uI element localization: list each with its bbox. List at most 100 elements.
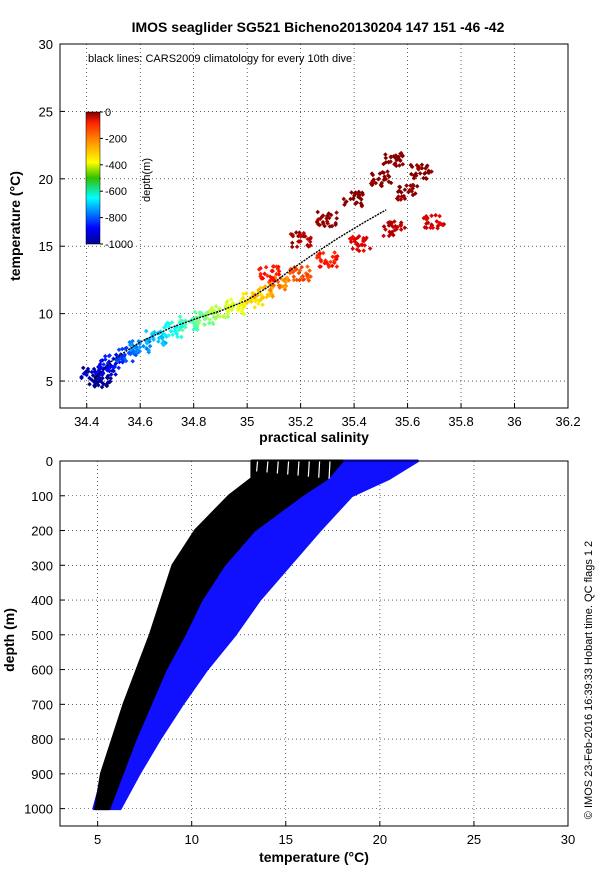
ts-observation-point [221,314,226,319]
profile-ytick-label: 0 [46,454,53,469]
ts-observation-point [402,225,408,230]
ts-observation-point [87,381,92,387]
ts-observation-point [299,264,304,270]
ts-ytick-label: 30 [39,37,53,52]
ts-observation-point [228,297,234,302]
ts-observation-point [290,240,295,246]
ts-observation-point [424,217,429,222]
profile-surface-line [307,460,310,477]
ts-ytick-label: 20 [39,172,53,187]
ts-observation-point [166,324,172,330]
ts-climatology-line [91,209,387,382]
ts-observation-point [113,372,118,377]
profile-ytick-label: 1000 [24,802,53,817]
profile-marks [92,459,419,811]
ts-observation-point [369,171,375,176]
ts-observation-point [379,180,385,186]
ts-observation-point [298,234,303,239]
ts-observation-point [416,164,422,170]
ts-observation-point [329,263,335,269]
ts-observation-point [179,334,184,340]
profile-ytick-label: 300 [31,558,53,573]
profile-xtick-label: 25 [467,832,481,847]
ts-observation-point [377,171,383,176]
colorbar-tick-label: -600 [105,186,127,198]
ts-xtick-label: 34.4 [74,414,99,429]
ts-observation-point [307,268,312,273]
ts-observation-point [348,239,354,245]
ts-observation-point [80,365,86,371]
ts-observation-point [294,277,300,283]
colorbar-tick-label: 0 [105,107,111,119]
ts-observation-point [350,246,355,251]
profile-ytick-label: 500 [31,628,53,643]
ts-observation-point [325,221,330,226]
ts-observation-point [424,176,429,181]
ts-observation-point [194,322,199,328]
ts-observation-point [119,346,125,352]
ts-observation-point [422,225,428,230]
ts-axes-frame [59,43,569,409]
profile-surface-line [287,460,290,475]
ts-observation-point [260,295,265,300]
ts-observation-point [328,259,333,265]
ts-xtick-label: 35.6 [395,414,420,429]
ts-observation-point [361,248,366,253]
ts-observation-point [276,264,281,270]
ts-observation-point [305,264,310,269]
profile-ytick-label: 100 [31,489,53,504]
ts-observation-point [341,196,347,202]
ts-observation-point [291,274,297,279]
ts-observation-point [89,369,95,375]
ts-observation-point [213,304,219,309]
ts-observation-point [281,277,286,283]
ts-observation-point [177,314,183,320]
profile-ytick-label: 900 [31,767,53,782]
ts-observation-point [402,187,408,193]
profile-climatology-envelope [94,459,344,811]
ts-observation-point [423,213,429,219]
ts-xtick-label: 35.8 [448,414,473,429]
colorbar-ticks: 0 -200 -400 -600 -800 -1000 [100,107,133,251]
profile-ytick-label: 600 [31,663,53,678]
ts-observation-point [389,154,394,160]
profile-surface-line [266,460,269,473]
ts-observation-point [332,258,337,263]
ts-observation-point [172,328,178,333]
profile-ytick-label: 200 [31,524,53,539]
ts-observation-point [206,320,212,326]
ts-observation-point [367,246,373,251]
ts-observation-point [190,320,196,325]
ts-observation-point [376,176,382,182]
ts-observation-point [271,264,277,269]
ts-observation-point [332,250,337,255]
ts-observation-point [175,334,180,340]
ts-observation-point [256,267,262,272]
ts-observation-point [180,327,185,333]
profile-surface-line [328,460,331,479]
profile-ylabel: depth (m) [1,608,17,672]
ts-observation-point [293,230,299,235]
ts-observation-point [314,220,320,225]
profile-xtick-label: 15 [279,832,293,847]
ts-observation-point [334,210,339,215]
ts-observation-point [244,291,249,296]
ts-observation-point [266,293,272,298]
ts-observation-point [394,157,400,163]
ts-observation-point [316,254,322,260]
ts-observation-point [386,223,392,228]
ts-observation-point [419,165,425,171]
profile-ytick-label: 700 [31,697,53,712]
ts-observation-point [103,357,108,362]
ts-observation-point [107,379,112,385]
ts-observation-point [156,339,161,344]
ts-observation-point [226,303,232,309]
ts-observation-point [270,294,275,299]
ts-observation-point [260,276,266,281]
ts-observation-point [381,177,387,183]
ts-observation-point [291,277,297,283]
ts-observation-point [409,189,415,194]
ts-observation-point [98,379,104,385]
ts-xtick-label: 36 [507,414,521,429]
